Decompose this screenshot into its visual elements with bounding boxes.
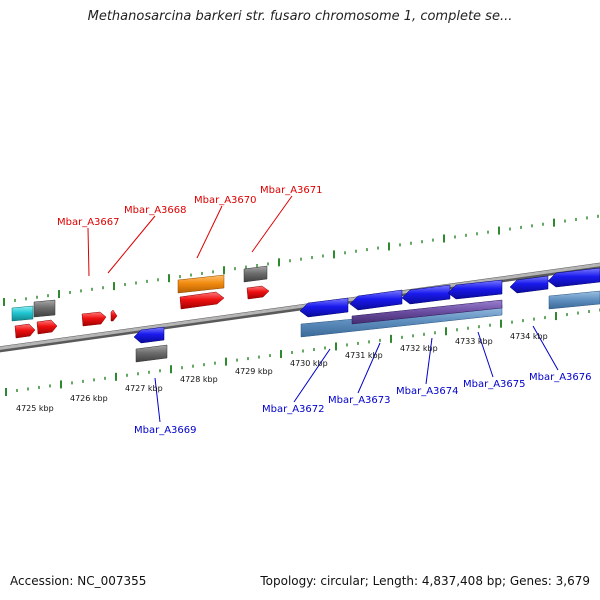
- genome-backbone: [0, 262, 600, 353]
- callout-line-mbar-a3667: [87, 227, 90, 277]
- gene-label-mbar-a3667[interactable]: Mbar_A3667: [57, 217, 120, 228]
- gene-mbar-a3670-orange[interactable]: [177, 274, 225, 294]
- callout-line-mbar-a3673: [357, 342, 381, 394]
- gene-mbar-a3673-arrow[interactable]: [349, 289, 403, 311]
- gene-mbar-a3671-gray[interactable]: [243, 265, 268, 283]
- scale-label-4734: 4734 kbp: [510, 332, 548, 341]
- scale-label-4733: 4733 kbp: [455, 337, 493, 346]
- gene-label-mbar-a3669[interactable]: Mbar_A3669: [134, 425, 197, 436]
- scale-label-4729: 4729 kbp: [235, 367, 273, 376]
- gene-mbar-a3670-arrow[interactable]: [179, 291, 225, 310]
- accession-text: Accession: NC_007355: [10, 574, 147, 588]
- scale-label-4731: 4731 kbp: [345, 351, 383, 360]
- gene-mbar-a3669-gray[interactable]: [135, 344, 168, 363]
- gene-mbar-a3671-arrow[interactable]: [246, 285, 270, 300]
- gene-label-mbar-a3676[interactable]: Mbar_A3676: [529, 372, 592, 383]
- gene-mbar-a3676-arrow[interactable]: [509, 275, 549, 294]
- callout-line-mbar-a3676: [532, 325, 559, 371]
- gene-callout-lines: [87, 195, 559, 423]
- gene-mbar-a3674-arrow[interactable]: [401, 284, 451, 305]
- callout-line-mbar-a3671: [251, 195, 293, 253]
- scale-label-4725: 4725 kbp: [16, 404, 54, 413]
- map-title: Methanosarcina barkeri str. fusaro chrom…: [87, 9, 513, 24]
- gene-label-mbar-a3673[interactable]: Mbar_A3673: [328, 395, 391, 406]
- callout-line-mbar-a3668: [107, 215, 156, 274]
- gene-label-mbar-a3674[interactable]: Mbar_A3674: [396, 386, 459, 397]
- gene-label-mbar-a3670[interactable]: Mbar_A3670: [194, 195, 257, 206]
- gene-mbar-a3675-arrow[interactable]: [447, 279, 503, 300]
- gene-mbar-a3668-arrow[interactable]: [110, 309, 118, 322]
- gene-left-gray-box[interactable]: [33, 299, 56, 318]
- scale-label-4730: 4730 kbp: [290, 359, 328, 368]
- feature-purple-band[interactable]: [351, 299, 503, 325]
- reverse-scale-ticks: [5, 308, 600, 396]
- gene-label-mbar-a3672[interactable]: Mbar_A3672: [262, 404, 325, 415]
- callout-line-mbar-a3669: [154, 377, 161, 423]
- scale-label-4727: 4727 kbp: [125, 384, 163, 393]
- gene-label-mbar-a3671[interactable]: Mbar_A3671: [260, 185, 323, 196]
- callout-line-mbar-a3675: [477, 331, 494, 378]
- scale-label-4726: 4726 kbp: [70, 394, 108, 403]
- gene-label-mbar-a3668[interactable]: Mbar_A3668: [124, 205, 187, 216]
- feature-steelblue-band-right[interactable]: [548, 290, 600, 310]
- genome-stats-text: Topology: circular; Length: 4,837,408 bp…: [260, 574, 590, 588]
- gene-left-red-arrow-2[interactable]: [36, 319, 58, 335]
- gene-mbar-a3669-arrow[interactable]: [133, 326, 165, 344]
- scale-label-4728: 4728 kbp: [180, 375, 218, 384]
- gene-left-cyan-box[interactable]: [11, 305, 34, 322]
- forward-scale-ticks: [3, 214, 599, 306]
- callout-line-mbar-a3674: [425, 337, 433, 385]
- callout-line-mbar-a3670: [196, 205, 223, 259]
- callout-line-mbar-a3672: [293, 348, 331, 403]
- scale-label-4732: 4732 kbp: [400, 344, 438, 353]
- gene-mbar-a3672-arrow[interactable]: [299, 297, 349, 318]
- gene-right-edge-arrow[interactable]: [547, 267, 600, 288]
- gene-mbar-a3667-arrow[interactable]: [81, 311, 107, 327]
- gene-left-red-arrow-1[interactable]: [14, 323, 36, 339]
- gene-label-mbar-a3675[interactable]: Mbar_A3675: [463, 379, 526, 390]
